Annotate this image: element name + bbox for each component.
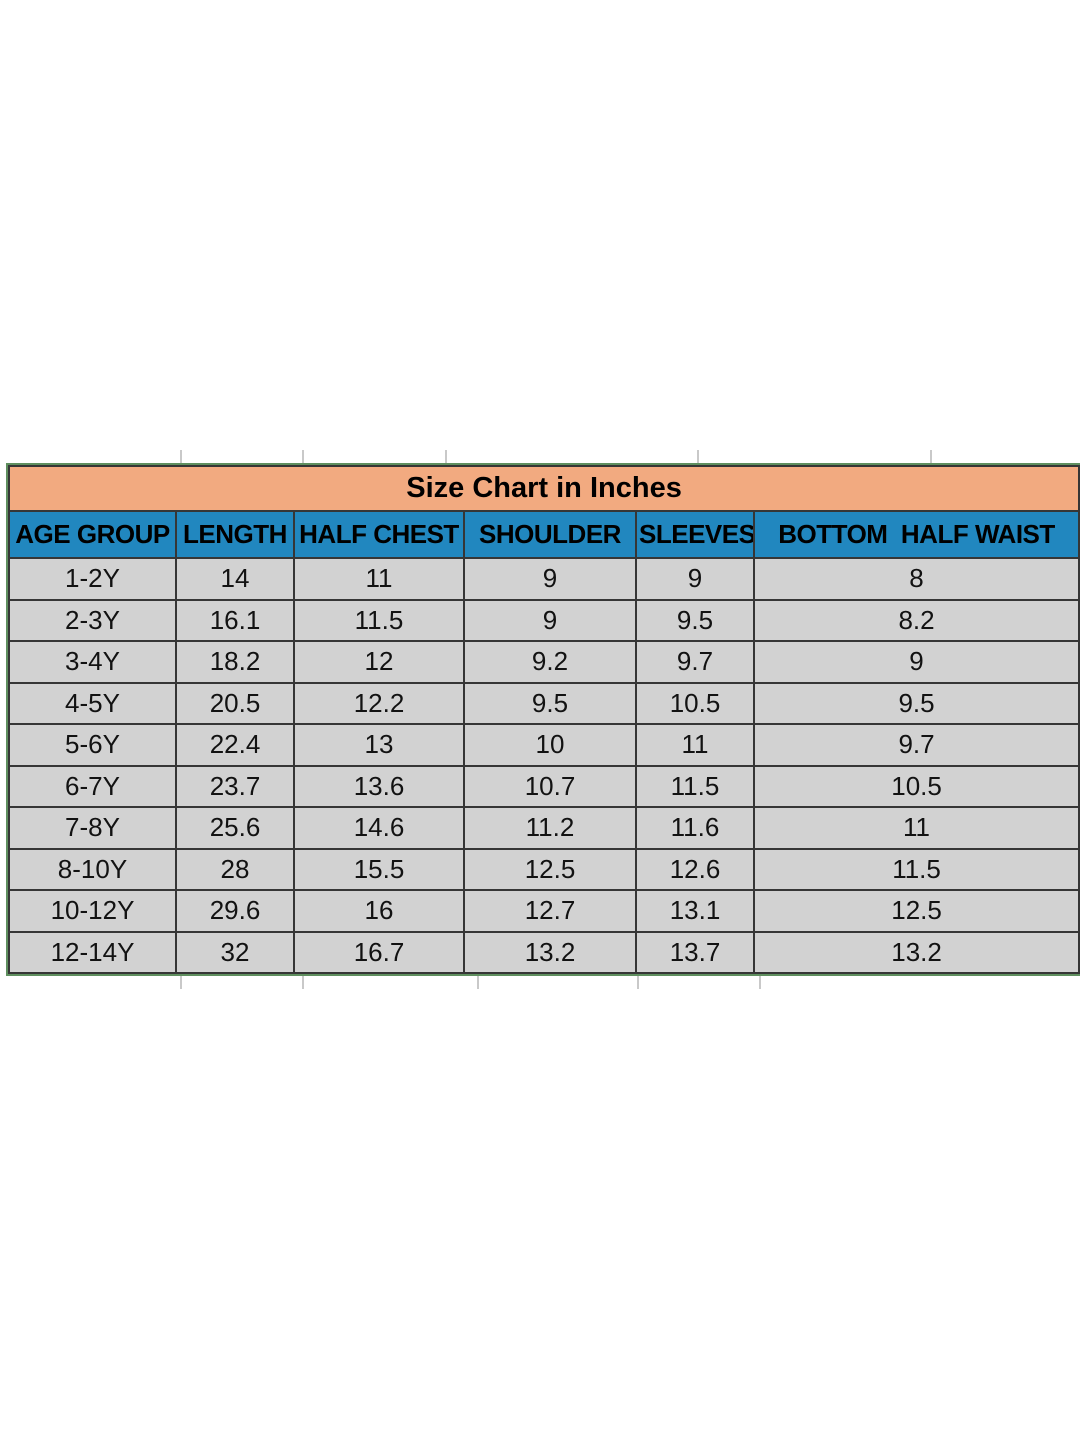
gridline-stub — [637, 976, 639, 989]
column-header: AGE GROUP — [8, 510, 177, 559]
measurement-cell: 9 — [752, 640, 1080, 684]
measurement-cell: 11.2 — [463, 806, 637, 850]
measurement-cell: 10.7 — [463, 764, 637, 808]
measurement-cell: 11 — [293, 557, 465, 601]
measurement-cell: 9 — [463, 598, 637, 642]
gridline-stub — [930, 450, 932, 464]
table-row: 10-12Y 29.6 16 12.7 13.1 12.5 — [8, 889, 1080, 933]
table-row: 5-6Y 22.4 13 10 11 9.7 — [8, 723, 1080, 767]
gridline-stub — [302, 450, 304, 464]
column-header: SLEEVES — [635, 510, 755, 559]
measurement-cell: 12 — [293, 640, 465, 684]
measurement-cell: 11.6 — [635, 806, 755, 850]
table-row: 7-8Y 25.6 14.6 11.2 11.6 11 — [8, 806, 1080, 850]
table-header-row: AGE GROUP LENGTH HALF CHEST SHOULDER SLEEVES… — [8, 510, 1080, 559]
table-title-row: Size Chart in Inches — [7, 465, 1080, 512]
measurement-cell: 9 — [635, 557, 755, 601]
measurement-cell: 10 — [463, 723, 637, 767]
column-header: SHOULDER — [463, 510, 637, 559]
gridline-stub — [697, 450, 699, 464]
measurement-cell: 10.5 — [635, 681, 755, 725]
measurement-cell: 9.5 — [752, 681, 1080, 725]
measurement-cell: 14.6 — [293, 806, 465, 850]
measurement-cell: 16.1 — [175, 598, 295, 642]
measurement-cell: 29.6 — [175, 889, 295, 933]
measurement-cell: 8 — [752, 557, 1080, 601]
measurement-cell: 8.2 — [752, 598, 1080, 642]
measurement-cell: 13.2 — [463, 930, 637, 974]
table-title: Size Chart in Inches — [7, 465, 1080, 512]
measurement-cell: 16.7 — [293, 930, 465, 974]
table-body: 1-2Y 14 11 9 9 8 2-3Y 16.1 11.5 9 9.5 8.2 3-4Y 18.2 12… — [8, 557, 1080, 974]
age-group-cell: 7-8Y — [8, 806, 177, 850]
table-row: 6-7Y 23.7 13.6 10.7 11.5 10.5 — [8, 764, 1080, 808]
column-header: LENGTH — [175, 510, 295, 559]
measurement-cell: 12.2 — [293, 681, 465, 725]
measurement-cell: 28 — [175, 847, 295, 891]
measurement-cell: 9.5 — [463, 681, 637, 725]
measurement-cell: 12.6 — [635, 847, 755, 891]
measurement-cell: 13.6 — [293, 764, 465, 808]
size-chart-table: Size Chart in Inches AGE GROUP LENGTH HALF… — [7, 465, 1080, 974]
table-row: 12-14Y 32 16.7 13.2 13.7 13.2 — [8, 930, 1080, 974]
table-row: 4-5Y 20.5 12.2 9.5 10.5 9.5 — [8, 681, 1080, 725]
table-row: 1-2Y 14 11 9 9 8 — [8, 557, 1080, 601]
measurement-cell: 18.2 — [175, 640, 295, 684]
table-row: 2-3Y 16.1 11.5 9 9.5 8.2 — [8, 598, 1080, 642]
column-header: HALF CHEST — [293, 510, 465, 559]
measurement-cell: 11 — [752, 806, 1080, 850]
gridline-stub — [302, 976, 304, 989]
gridline-stub — [759, 976, 761, 989]
age-group-cell: 3-4Y — [8, 640, 177, 684]
age-group-cell: 1-2Y — [8, 557, 177, 601]
measurement-cell: 13 — [293, 723, 465, 767]
measurement-cell: 13.1 — [635, 889, 755, 933]
measurement-cell: 25.6 — [175, 806, 295, 850]
measurement-cell: 10.5 — [752, 764, 1080, 808]
measurement-cell: 20.5 — [175, 681, 295, 725]
gridline-stub — [477, 976, 479, 989]
age-group-cell: 6-7Y — [8, 764, 177, 808]
table-row: 8-10Y 28 15.5 12.5 12.6 11.5 — [8, 847, 1080, 891]
measurement-cell: 9.2 — [463, 640, 637, 684]
measurement-cell: 9.7 — [635, 640, 755, 684]
measurement-cell: 12.5 — [463, 847, 637, 891]
measurement-cell: 11.5 — [752, 847, 1080, 891]
measurement-cell: 13.7 — [635, 930, 755, 974]
age-group-cell: 10-12Y — [8, 889, 177, 933]
table-row: 3-4Y 18.2 12 9.2 9.7 9 — [8, 640, 1080, 684]
measurement-cell: 9 — [463, 557, 637, 601]
measurement-cell: 11.5 — [635, 764, 755, 808]
gridline-stub — [180, 976, 182, 989]
measurement-cell: 11 — [635, 723, 755, 767]
measurement-cell: 11.5 — [293, 598, 465, 642]
measurement-cell: 9.5 — [635, 598, 755, 642]
measurement-cell: 14 — [175, 557, 295, 601]
age-group-cell: 8-10Y — [8, 847, 177, 891]
measurement-cell: 15.5 — [293, 847, 465, 891]
gridline-stub — [180, 450, 182, 464]
measurement-cell: 9.7 — [752, 723, 1080, 767]
measurement-cell: 12.7 — [463, 889, 637, 933]
column-header: BOTTOM HALF WAIST — [752, 510, 1080, 559]
gridline-stub — [445, 450, 447, 464]
age-group-cell: 12-14Y — [8, 930, 177, 974]
measurement-cell: 32 — [175, 930, 295, 974]
age-group-cell: 2-3Y — [8, 598, 177, 642]
measurement-cell: 12.5 — [752, 889, 1080, 933]
measurement-cell: 16 — [293, 889, 465, 933]
measurement-cell: 22.4 — [175, 723, 295, 767]
measurement-cell: 13.2 — [752, 930, 1080, 974]
age-group-cell: 5-6Y — [8, 723, 177, 767]
age-group-cell: 4-5Y — [8, 681, 177, 725]
measurement-cell: 23.7 — [175, 764, 295, 808]
